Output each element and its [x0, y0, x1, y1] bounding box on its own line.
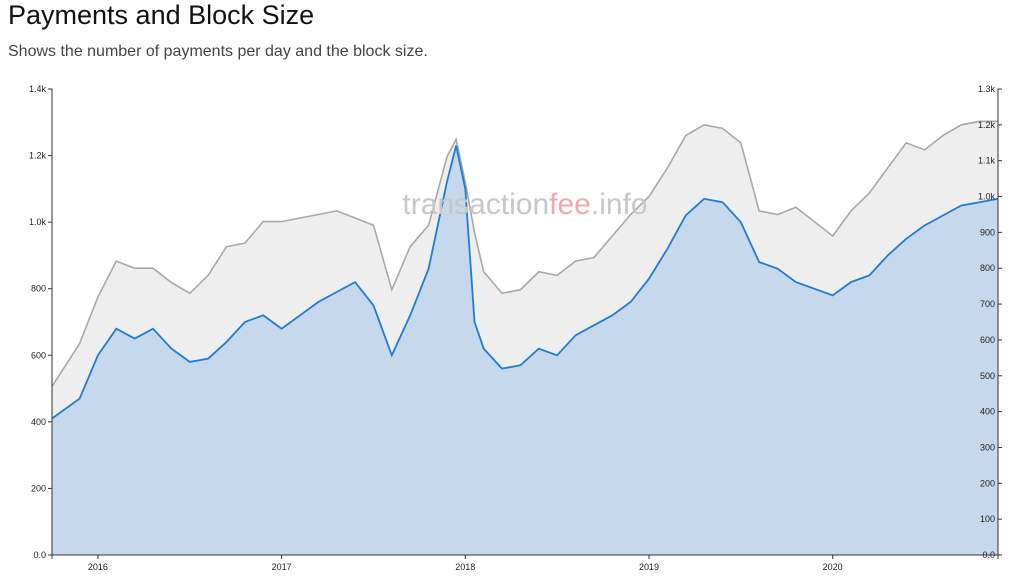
y-right-tick: 800: [980, 263, 1002, 273]
y-left-tick-label: 600: [31, 350, 46, 360]
y-left-tick: 400: [31, 417, 52, 427]
y-right-tick-label: 300: [980, 442, 995, 452]
y-left-tick: 1.2k: [29, 151, 52, 161]
y-right-tick-label: 1.1k: [978, 156, 996, 166]
y-left-tick: 800: [31, 284, 52, 294]
y-right-tick: 600: [980, 335, 1002, 345]
y-left-tick: 600: [31, 350, 52, 360]
y-left-tick: 200: [31, 483, 52, 493]
y-right-tick: 700: [980, 299, 1002, 309]
x-tick: 2016: [88, 555, 108, 572]
watermark: transactionfee.info: [402, 188, 647, 221]
y-left-tick: 1.0k: [29, 217, 52, 227]
y-right-tick-label: 1.2k: [978, 120, 996, 130]
y-left-tick: 1.4k: [29, 84, 52, 94]
x-axis-line: [51, 554, 999, 559]
y-right-tick-label: 100: [980, 514, 995, 524]
y-left-tick-label: 1.2k: [29, 151, 47, 161]
x-tick-label: 2020: [823, 562, 843, 572]
watermark-part-info: .info: [591, 188, 648, 221]
y-right-tick: 1.0k: [978, 192, 1002, 202]
chart-axes: 0.0 200 400 600 800 1.0k 1.2k 1.4k 0.0 100 200 300 4…: [29, 84, 1002, 572]
y-axis-left-line: [48, 88, 53, 556]
y-left-tick-label: 400: [31, 417, 46, 427]
y-right-tick: 200: [980, 478, 1002, 488]
watermark-part-transaction: transaction: [402, 188, 549, 221]
payments-area: [52, 145, 998, 555]
y-right-tick-label: 1.0k: [978, 192, 996, 202]
y-right-tick: 1.1k: [978, 156, 1002, 166]
y-left-tick-label: 800: [31, 284, 46, 294]
y-right-tick-label: 700: [980, 299, 995, 309]
y-left-tick-label: 1.4k: [29, 84, 47, 94]
y-right-tick: 400: [980, 407, 1002, 417]
y-left-tick: 0.0: [33, 550, 52, 560]
watermark-part-fee: fee: [549, 188, 591, 221]
x-tick-label: 2018: [455, 562, 475, 572]
x-tick: 2020: [823, 555, 843, 572]
blocksize-line: [51, 120, 998, 387]
x-tick-label: 2017: [272, 562, 292, 572]
y-left-tick-label: 1.0k: [29, 217, 47, 227]
payments-line: [51, 145, 999, 420]
x-tick-label: 2019: [639, 562, 659, 572]
y-right-tick-label: 1.3k: [978, 84, 996, 94]
y-right-tick-label: 200: [980, 478, 995, 488]
chart-areas: [51, 120, 999, 556]
y-right-tick: 1.2k: [978, 120, 1002, 130]
y-right-tick: 0.0: [982, 550, 1002, 560]
x-tick-label: 2016: [88, 562, 108, 572]
y-right-tick: 100: [980, 514, 1002, 524]
y-right-tick: 1.3k: [978, 84, 1002, 94]
x-tick: 2019: [639, 555, 659, 572]
y-right-tick-label: 500: [980, 371, 995, 381]
y-right-tick: 300: [980, 442, 1002, 452]
y-right-tick: 500: [980, 371, 1002, 381]
y-right-tick-label: 0.0: [982, 550, 995, 560]
y-right-tick: 900: [980, 227, 1002, 237]
y-left-tick-label: 200: [31, 483, 46, 493]
y-right-tick-label: 600: [980, 335, 995, 345]
page-subtitle: Shows the number of payments per day and…: [8, 43, 428, 60]
y-left-tick-label: 0.0: [33, 550, 46, 560]
y-right-tick-label: 400: [980, 407, 995, 417]
y-right-tick-label: 900: [980, 227, 995, 237]
y-axis-right-line: [997, 88, 1002, 556]
y-right-tick-label: 800: [980, 263, 995, 273]
x-tick: 2017: [272, 555, 292, 572]
x-tick: 2018: [455, 555, 475, 572]
page-title: Payments and Block Size: [8, 0, 315, 30]
